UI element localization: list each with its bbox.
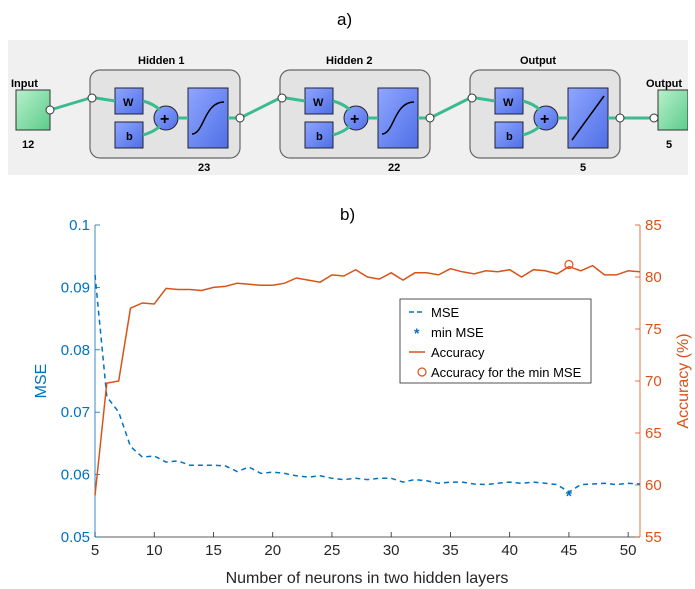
junction-dot [425,113,435,123]
connector [332,99,352,112]
marker-min-mse: * [566,489,573,506]
connector [49,96,91,112]
output-block [657,89,688,131]
network-diagram: Input 12 Hidden 1 W b + 23 Hidden 2 W b … [8,40,688,175]
layer-size: 5 [580,162,586,174]
weight-label: W [503,97,514,109]
y-axis-right-label: Accuracy (%) [675,333,692,428]
junction-dot [235,113,245,123]
y-right-tick-label: 80 [645,269,662,286]
legend-min-mse-swatch: * [414,325,420,341]
y-right-tick-label: 65 [645,425,662,442]
weight-label: W [313,97,324,109]
panel-a-label: a) [337,10,353,29]
y-right-tick-label: 70 [645,373,662,390]
output-label: Output [646,78,682,90]
y-left-tick-label: 0.07 [61,404,90,421]
x-tick-label: 15 [205,542,222,559]
junction-dot [87,93,97,103]
y-right-tick-label: 85 [645,217,662,234]
connector [522,124,542,137]
panel-b-label: b) [340,205,356,224]
layer-size: 22 [388,162,400,174]
sigmoid-icon [191,101,225,135]
x-tick-label: 10 [146,542,163,559]
bias-label: b [316,131,323,143]
layer-title: Output [520,55,556,67]
y-right-tick-label: 75 [645,321,662,338]
x-tick-label: 25 [324,542,341,559]
activation-block [377,87,419,149]
junction-dot [649,113,659,123]
mse-accuracy-chart: 5 10 15 20 25 30 35 40 45 50 0.05 0.06 0.07 0.08 0.09 0… [33,217,692,587]
bias-block [494,121,524,149]
layer-output: Output W b + 5 [469,55,621,174]
bias-label: b [126,131,133,143]
junction-dots [45,93,659,123]
y-right-tick-label: 55 [645,529,662,546]
connector [95,96,116,103]
sum-symbol: + [350,111,359,128]
sum-symbol: + [160,111,169,128]
input-label: Input [11,78,38,90]
marker-accuracy-min-mse [564,259,574,270]
layer-size: 23 [198,162,210,174]
y-left-tick-label: 0.05 [61,529,90,546]
x-tick-label: 50 [620,542,637,559]
x-tick-label: 40 [501,542,518,559]
legend-mse-label: MSE [431,305,460,320]
x-tick-label: 35 [442,542,459,559]
layer-hidden-1: Hidden 1 W b + 23 [89,55,241,174]
legend-acc-min-swatch [417,367,427,377]
y-left-tick-label: 0.09 [61,279,90,296]
weight-block [114,87,144,115]
x-tick-label: 30 [383,542,400,559]
linear-icon [571,95,605,141]
x-tick-label: 5 [91,542,99,559]
input-size: 12 [22,139,34,151]
legend-min-mse-label: min MSE [431,325,484,340]
junction-dot [615,113,625,123]
junction-dot [277,93,287,103]
output-size: 5 [666,139,672,151]
layer-title: Hidden 2 [326,55,372,67]
bias-block [304,121,334,149]
y-right-tick-label: 60 [645,477,662,494]
y-left-tick-label: 0.06 [61,467,90,484]
series-line-accuracy [94,264,641,496]
legend-accuracy-label: Accuracy [431,345,485,360]
x-axis-label: Number of neurons in two hidden layers [226,570,509,587]
bias-label: b [506,131,513,143]
y-left-tick-label: 0.08 [61,342,90,359]
connector [142,124,162,137]
connector [475,96,496,103]
connector [285,96,306,103]
input-block [15,89,51,131]
connector [142,99,162,112]
layer-title: Hidden 1 [138,55,184,67]
sum-symbol: + [540,111,549,128]
series-markers: * [564,259,574,506]
junction-dot [45,105,55,115]
legend-acc-min-label: Accuracy for the min MSE [431,365,582,380]
connector [332,124,352,137]
x-tick-label: 20 [264,542,281,559]
legend: MSE * min MSE Accuracy Accuracy for the … [399,298,592,384]
layer-hidden-2: Hidden 2 W b + 22 [279,55,431,174]
legend-box [399,298,592,384]
connector [522,99,542,112]
activation-block [187,87,229,149]
series-line-mse [94,274,641,493]
weight-label: W [123,97,134,109]
x-tick-label: 45 [561,542,578,559]
junction-dot [467,93,477,103]
axes: 5 10 15 20 25 30 35 40 45 50 0.05 0.06 0.07 0.08 0.09 0… [61,217,662,559]
series-lines [94,264,641,496]
sigmoid-icon [381,101,415,135]
y-left-tick-label: 0.1 [69,217,90,234]
y-axis-left-label: MSE [33,364,50,399]
